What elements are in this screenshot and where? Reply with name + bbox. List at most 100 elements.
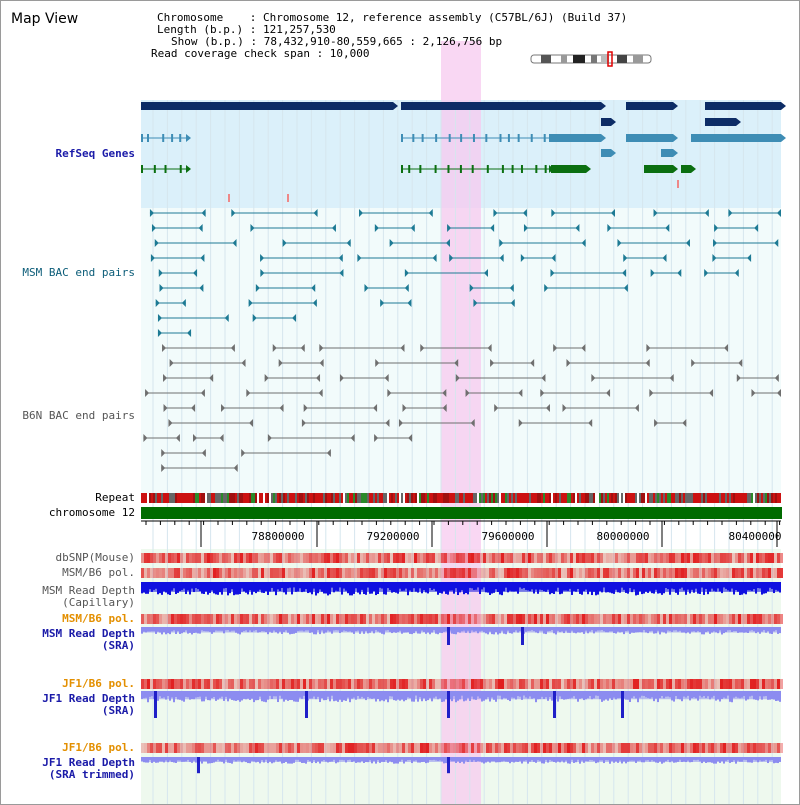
gene-block: [661, 149, 673, 157]
polymorphism-cell: [324, 743, 327, 753]
track-label-msm-pol-2[interactable]: MSM/B6 pol.: [62, 612, 135, 625]
repeat-element: [699, 493, 701, 503]
depth-bar: [421, 757, 423, 763]
polymorphism-cell: [207, 553, 210, 563]
depth-bar: [439, 757, 441, 761]
polymorphism-cell: [336, 614, 339, 624]
depth-bar: [561, 691, 563, 699]
depth-bar: [779, 691, 781, 702]
depth-bar: [707, 627, 709, 632]
depth-bar: [553, 627, 555, 634]
polymorphism-cell: [687, 568, 690, 578]
polymorphism-cell: [402, 614, 405, 624]
depth-bar: [641, 627, 643, 633]
bac-end-marker: [169, 359, 174, 367]
track-label-msm-pol-1[interactable]: MSM/B6 pol.: [62, 566, 135, 579]
polymorphism-cell: [354, 553, 357, 563]
depth-bar: [689, 582, 691, 594]
track-label-b6n-bac[interactable]: B6N BAC end pairs: [22, 409, 135, 422]
track-label-repeat[interactable]: Repeat: [95, 491, 135, 504]
track-label-dbsnp[interactable]: dbSNP(Mouse): [55, 551, 135, 564]
depth-bar: [437, 627, 439, 635]
track-label-msm-bac[interactable]: MSM BAC end pairs: [22, 266, 135, 279]
depth-bar: [355, 582, 357, 589]
depth-bar: [561, 582, 563, 594]
bac-end-marker: [610, 209, 615, 217]
depth-bar: [757, 627, 759, 632]
depth-bar: [441, 691, 443, 702]
polymorphism-cell: [684, 614, 687, 624]
polymorphism-cell: [648, 679, 651, 689]
polymorphism-cell: [693, 743, 696, 753]
depth-bar: [181, 691, 183, 701]
polymorphism-cell: [255, 553, 258, 563]
track-label-jf1-depth-sra[interactable]: JF1 Read Depth (SRA): [42, 692, 135, 717]
depth-bar: [673, 757, 675, 763]
repeat-element: [319, 493, 321, 503]
depth-bar: [473, 627, 475, 632]
bac-end-marker: [357, 254, 362, 262]
polymorphism-cell: [645, 553, 648, 563]
polymorphism-cell: [219, 679, 222, 689]
repeat-element: [253, 493, 255, 503]
polymorphism-cell: [360, 679, 363, 689]
repeat-track: [141, 493, 781, 503]
depth-bar: [533, 757, 535, 762]
polymorphism-cell: [345, 614, 348, 624]
track-label-jf1-pol-1[interactable]: JF1/B6 pol.: [62, 677, 135, 690]
polymorphism-cell: [747, 679, 750, 689]
depth-bar: [329, 582, 331, 595]
depth-bar: [439, 582, 441, 593]
polymorphism-cell: [528, 568, 531, 578]
coordinate-axis: [141, 520, 781, 547]
polymorphism-cell: [534, 553, 537, 563]
gene-strand-arrow: [393, 102, 398, 110]
depth-bar: [717, 691, 719, 700]
polymorphism-cell: [705, 679, 708, 689]
polymorphism-cell: [588, 614, 591, 624]
gene-strand-arrow: [673, 165, 678, 173]
depth-bar: [285, 627, 287, 631]
polymorphism-cell: [153, 568, 156, 578]
repeat-element: [207, 493, 209, 503]
depth-bar: [299, 691, 301, 698]
gene-exon: [179, 134, 182, 142]
track-label-refseq[interactable]: RefSeq Genes: [55, 147, 135, 160]
depth-bar: [279, 757, 281, 762]
track-label-msm-depth-capillary[interactable]: MSM Read Depth (Capillary): [42, 584, 135, 609]
track-label-jf1-depth-trimmed[interactable]: JF1 Read Depth (SRA trimmed): [42, 756, 135, 781]
repeat-element: [525, 493, 527, 503]
depth-bar: [695, 582, 697, 589]
repeat-element: [333, 493, 335, 503]
track-label-jf1-pol-2[interactable]: JF1/B6 pol.: [62, 741, 135, 754]
depth-bar: [289, 691, 291, 701]
bac-end-marker: [654, 419, 659, 427]
depth-bar: [715, 627, 717, 633]
repeat-element: [167, 493, 169, 503]
polymorphism-cell: [333, 743, 336, 753]
depth-bar: [665, 627, 667, 634]
polymorphism-cell: [213, 743, 216, 753]
polymorphism-cell: [198, 553, 201, 563]
bac-end-marker: [219, 434, 224, 442]
polymorphism-cell: [504, 743, 507, 753]
depth-bar: [651, 691, 653, 698]
repeat-element: [481, 493, 483, 503]
repeat-element: [767, 493, 769, 503]
repeat-element: [153, 493, 155, 503]
depth-bar: [331, 757, 333, 762]
polymorphism-cell: [687, 743, 690, 753]
depth-bar: [217, 627, 219, 631]
bac-end-marker: [387, 389, 392, 397]
polymorphism-cell: [627, 679, 630, 689]
track-label-msm-depth-sra[interactable]: MSM Read Depth (SRA): [42, 627, 135, 652]
repeat-element: [709, 493, 711, 503]
depth-bar: [427, 691, 429, 701]
depth-bar: [591, 627, 593, 631]
depth-bar: [491, 691, 493, 698]
polymorphism-cell: [705, 568, 708, 578]
polymorphism-cell: [651, 743, 654, 753]
polymorphism-cell: [612, 568, 615, 578]
bac-end-marker: [364, 284, 369, 292]
